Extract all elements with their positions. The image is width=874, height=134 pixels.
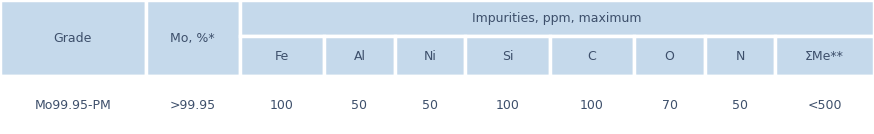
- Text: 50: 50: [351, 99, 367, 112]
- FancyBboxPatch shape: [465, 36, 550, 76]
- FancyBboxPatch shape: [395, 36, 465, 76]
- FancyBboxPatch shape: [775, 76, 874, 134]
- FancyBboxPatch shape: [146, 76, 239, 134]
- FancyBboxPatch shape: [146, 0, 239, 76]
- Text: ΣMe**: ΣMe**: [805, 50, 844, 63]
- FancyBboxPatch shape: [0, 0, 146, 76]
- FancyBboxPatch shape: [395, 76, 465, 134]
- Text: 100: 100: [270, 99, 294, 112]
- Text: Grade: Grade: [53, 32, 92, 45]
- FancyBboxPatch shape: [239, 36, 324, 76]
- Text: 50: 50: [732, 99, 748, 112]
- FancyBboxPatch shape: [465, 76, 550, 134]
- FancyBboxPatch shape: [704, 36, 775, 76]
- Text: Fe: Fe: [274, 50, 289, 63]
- FancyBboxPatch shape: [635, 36, 704, 76]
- Text: Si: Si: [502, 50, 513, 63]
- Text: Mo99.95-PM: Mo99.95-PM: [34, 99, 111, 112]
- Text: C: C: [587, 50, 596, 63]
- FancyBboxPatch shape: [775, 36, 874, 76]
- Text: O: O: [664, 50, 675, 63]
- FancyBboxPatch shape: [550, 36, 635, 76]
- Text: N: N: [735, 50, 745, 63]
- Text: 70: 70: [662, 99, 677, 112]
- FancyBboxPatch shape: [550, 76, 635, 134]
- FancyBboxPatch shape: [239, 76, 324, 134]
- Text: 100: 100: [580, 99, 604, 112]
- Text: 50: 50: [422, 99, 438, 112]
- Text: Ni: Ni: [424, 50, 436, 63]
- FancyBboxPatch shape: [324, 76, 395, 134]
- FancyBboxPatch shape: [704, 76, 775, 134]
- Text: Al: Al: [353, 50, 365, 63]
- Text: 100: 100: [496, 99, 519, 112]
- Text: Impurities, ppm, maximum: Impurities, ppm, maximum: [472, 12, 642, 25]
- FancyBboxPatch shape: [0, 76, 146, 134]
- FancyBboxPatch shape: [635, 76, 704, 134]
- FancyBboxPatch shape: [239, 0, 874, 36]
- Text: >99.95: >99.95: [170, 99, 216, 112]
- FancyBboxPatch shape: [324, 36, 395, 76]
- Text: <500: <500: [808, 99, 842, 112]
- Text: Mo, %*: Mo, %*: [170, 32, 215, 45]
